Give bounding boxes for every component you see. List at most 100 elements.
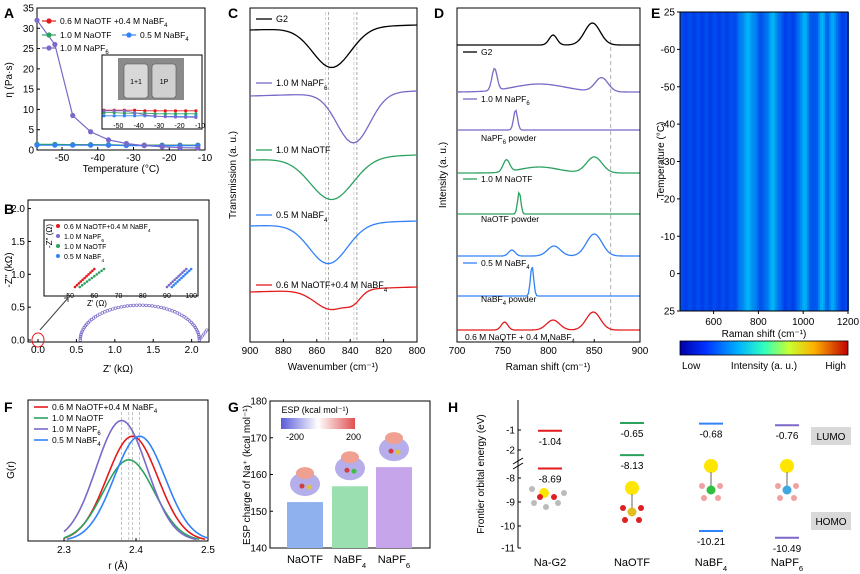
a-legend-entry-text: 1.0 M — [60, 43, 84, 53]
b-legend-marker — [56, 254, 60, 258]
e-heatmap-cell — [751, 12, 754, 311]
h-atom-na — [625, 481, 639, 495]
b-inset-point — [80, 283, 84, 287]
panel-a-ylabel: η (Pa·s) — [4, 62, 15, 98]
h-homo-value: -8.13 — [621, 461, 644, 472]
e-heatmap-cell — [801, 12, 805, 311]
panel-c-frame — [249, 7, 418, 343]
f-rdf-curve — [63, 435, 206, 541]
panel-a-series — [34, 17, 201, 151]
c-series-label-text: NaBF — [301, 210, 325, 220]
e-xtick-label: 600 — [705, 317, 722, 328]
h-atom-ligand — [620, 505, 626, 511]
f-rdf-curve — [63, 419, 197, 541]
panel-e-colorbar-low: Low — [682, 361, 701, 372]
e-ytick-label: -10 — [661, 232, 676, 243]
b-legend-marker — [56, 244, 60, 248]
f-legend-entry-text: 0.6 M NaOTF+0.4 M — [52, 402, 132, 412]
a-point — [70, 112, 76, 119]
c-xtick-label: 820 — [375, 346, 392, 357]
h-homo-value: -8.69 — [539, 475, 562, 486]
d-spectrum — [456, 67, 640, 93]
d-series-label: 0.6 M NaOTF + 0.4 M NaBF4 — [465, 332, 576, 345]
b-inset-xtick-label: 50 — [66, 293, 74, 300]
panel-g-bars — [287, 467, 412, 548]
b-point — [122, 304, 127, 309]
b-point — [79, 332, 83, 337]
h-atom-ligand — [701, 495, 707, 501]
g-esp-surface — [290, 472, 320, 497]
e-ytick-label: 0 — [669, 269, 675, 280]
a-ytick-label: 30 — [23, 24, 35, 35]
b-point — [78, 336, 82, 340]
d-series-label-text: NaPF — [505, 94, 527, 104]
f-legend-entry-subscript: 6 — [97, 431, 101, 437]
b-inset-point — [185, 267, 188, 271]
e-heatmap-cell — [740, 12, 744, 311]
panel-h-axis-break-1 — [512, 457, 524, 465]
e-heatmap-cell — [687, 12, 690, 311]
a-inset-line — [104, 109, 196, 112]
g-esp-surface — [379, 437, 409, 462]
g-atom — [306, 484, 312, 490]
a-inset-point — [194, 109, 198, 113]
c-spectrum — [249, 220, 418, 265]
b-legend-entry-subscript: 6 — [101, 238, 104, 244]
b-inset-point — [175, 276, 178, 280]
f-legend-entry-subscript: 4 — [154, 409, 158, 415]
b-inset-point — [176, 280, 179, 283]
e-heatmap-cell — [823, 12, 826, 311]
e-heatmap-cell — [843, 12, 846, 311]
b-point — [203, 330, 207, 334]
a-legend-marker — [46, 32, 52, 38]
a-xtick-label: -40 — [91, 153, 106, 164]
b-inset-point — [87, 273, 90, 276]
e-heatmap-cell — [810, 12, 814, 311]
panel-f-letter: F — [4, 399, 13, 415]
a-point — [141, 142, 147, 149]
b-inset-point — [90, 276, 94, 280]
e-heatmap-cell — [696, 12, 699, 311]
b-inset-point — [95, 273, 99, 276]
b-point — [200, 334, 204, 338]
c-spectrum — [249, 90, 418, 144]
h-atom-c — [543, 504, 549, 510]
a-inset-point — [133, 111, 137, 115]
b-inset-point — [178, 278, 181, 282]
a-point — [123, 140, 129, 147]
b-point — [125, 304, 130, 308]
c-series-label: 0.6 M NaOTF+0.4 M NaBF4 — [276, 280, 388, 294]
e-heatmap-cell — [819, 12, 823, 311]
d-xtick-label: 800 — [540, 346, 557, 357]
e-ytick-label: 25 — [664, 307, 676, 318]
c-series-label-text: 0.6 M NaOTF+0.4 M — [276, 280, 361, 290]
h-atom-ligand — [793, 483, 799, 489]
d-xtick-label: 700 — [449, 346, 466, 357]
g-category-label: NaPF6 — [378, 554, 410, 570]
e-heatmap-cell — [724, 12, 728, 311]
e-heatmap-cell — [807, 12, 810, 311]
d-xtick-label: 900 — [632, 346, 649, 357]
h-category-label: NaBF4 — [695, 557, 728, 573]
a-inset-point — [102, 109, 106, 113]
b-inset-point — [179, 273, 182, 276]
e-heatmap-cell — [719, 12, 722, 311]
panel-h-ylabel: Frontier orbital energy (eV) — [476, 414, 487, 534]
g-ytick-label: 160 — [250, 470, 267, 481]
b-inset-point — [93, 274, 96, 278]
b-inset-point — [173, 278, 176, 282]
b-legend-entry-text: 0.5 M — [64, 254, 83, 261]
b-inset-point — [81, 278, 84, 282]
a-point — [105, 142, 112, 148]
e-heatmap-cell — [776, 12, 780, 311]
b-point — [199, 336, 203, 340]
g-bar — [287, 502, 323, 548]
panel-g-esp-max: 200 — [346, 432, 361, 442]
e-heatmap-cell — [762, 12, 765, 311]
c-series-label-text: NaPF — [301, 78, 325, 88]
h-category-label: Na-G2 — [534, 557, 566, 569]
a-legend-entry: 1.0 M NaPF6 — [60, 43, 109, 56]
